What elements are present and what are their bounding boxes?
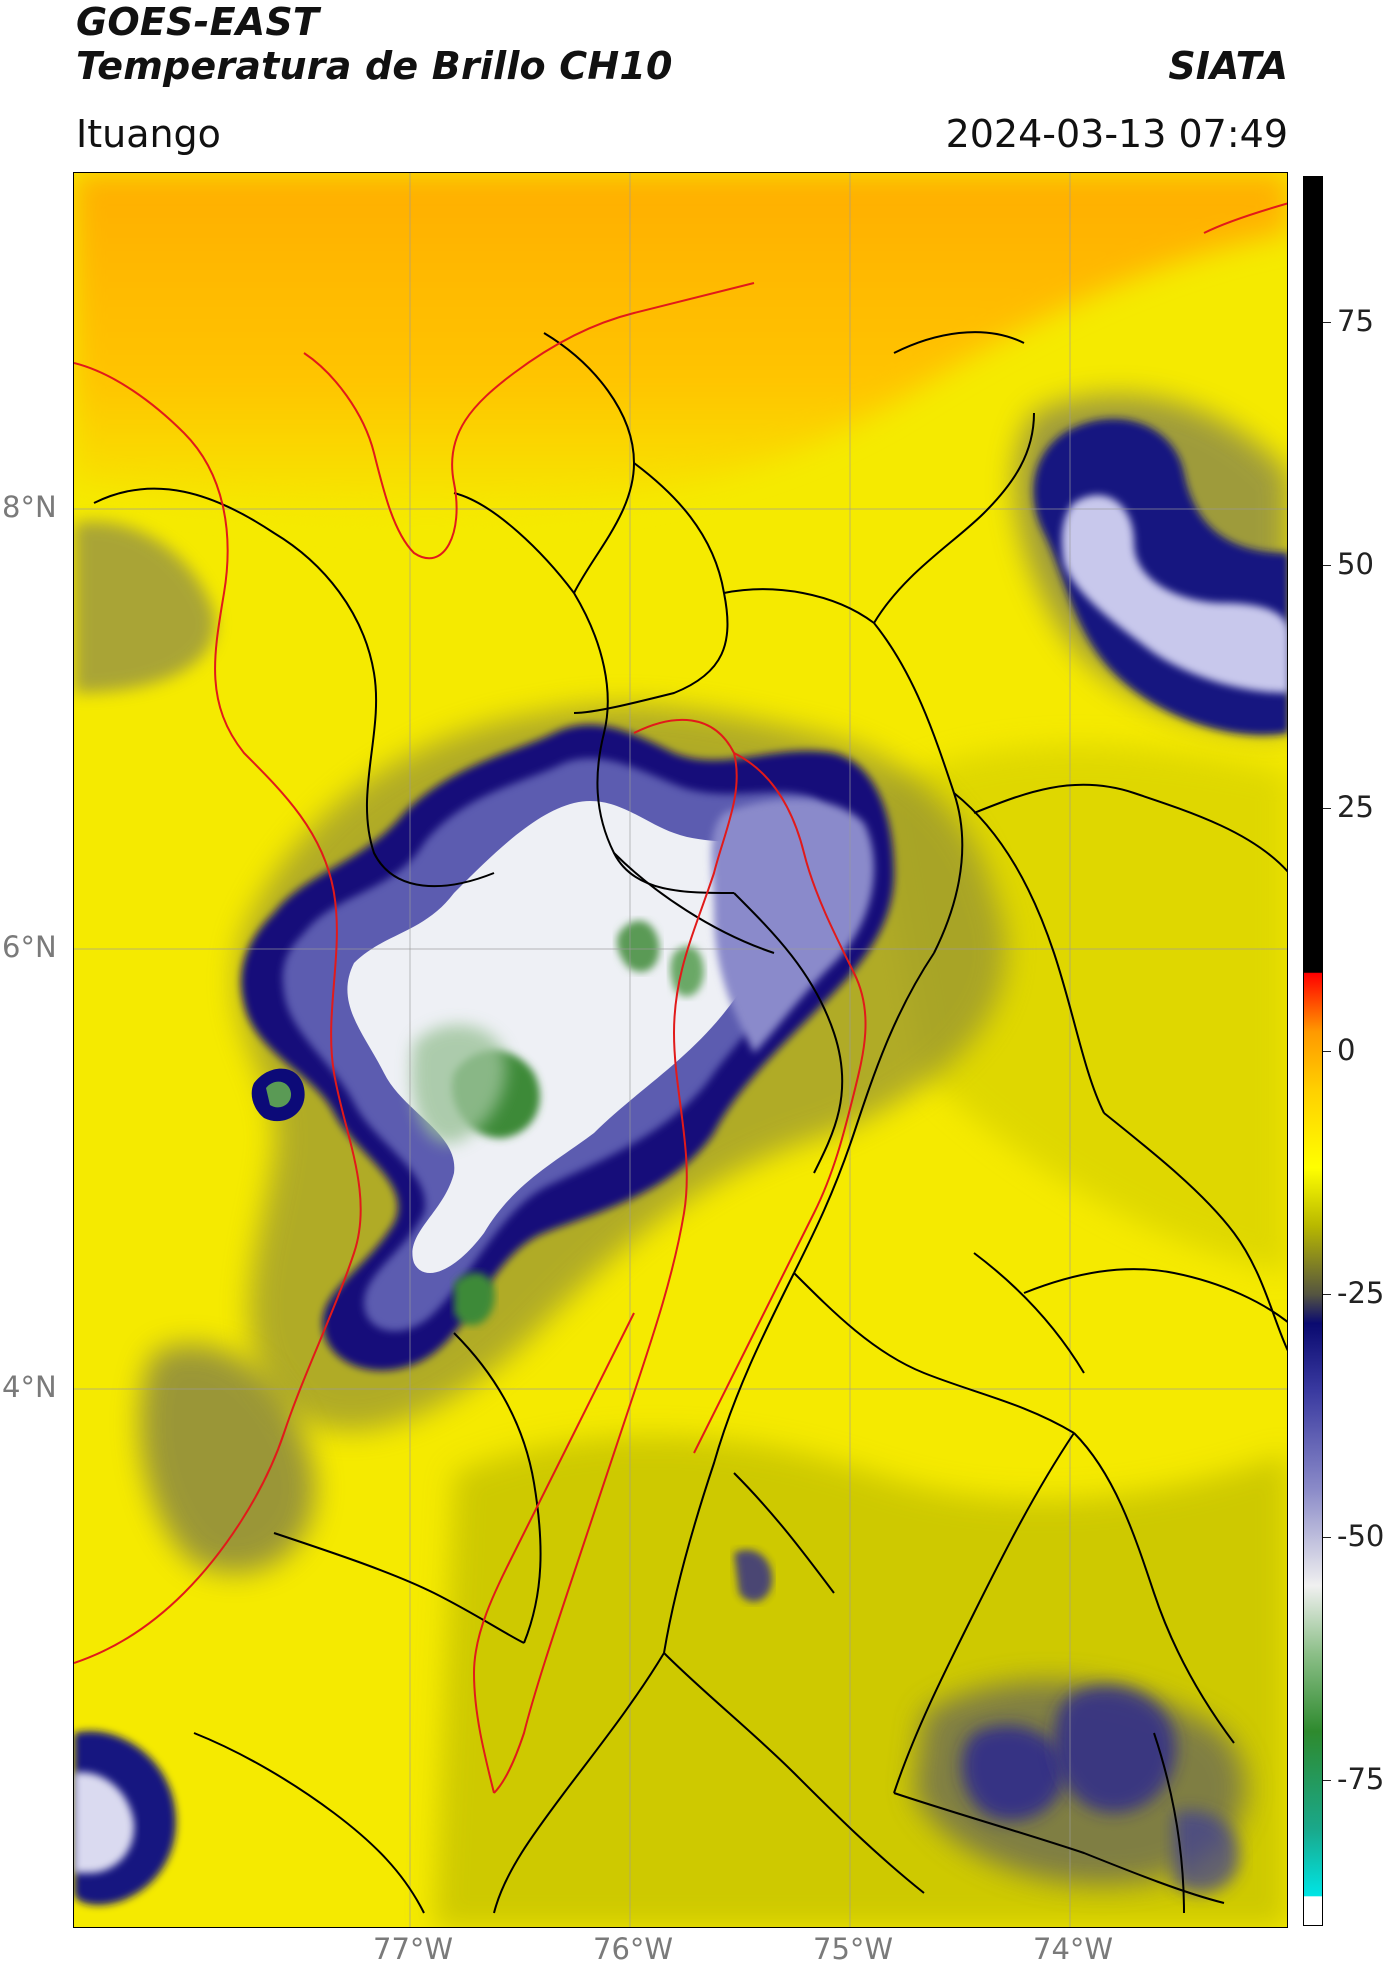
colorbar-gradient bbox=[1303, 176, 1323, 1926]
brand-label: SIATA bbox=[1168, 44, 1288, 88]
lon-label: 75°W bbox=[813, 1932, 894, 1966]
colorbar-tick-mark bbox=[1323, 1051, 1331, 1052]
colorbar-tick-label: 25 bbox=[1337, 789, 1374, 824]
colorbar-tick-label: 50 bbox=[1337, 546, 1374, 581]
north-warm-band bbox=[74, 173, 1287, 518]
colorbar-tick-mark bbox=[1323, 1780, 1331, 1782]
east-patch bbox=[734, 1549, 773, 1602]
colorbar-tick-mark bbox=[1323, 321, 1331, 323]
colorbar-frame bbox=[1303, 176, 1323, 1926]
green-core-light bbox=[411, 1024, 506, 1144]
colorbar-tick-label: -25 bbox=[1337, 1276, 1384, 1311]
lon-label: 76°W bbox=[593, 1932, 674, 1966]
datetime-label: 2024-03-13 07:49 bbox=[945, 112, 1288, 156]
lat-label: 6°N bbox=[2, 930, 57, 964]
southwest-corner-core bbox=[74, 1772, 135, 1873]
department-borders bbox=[93, 331, 1287, 1914]
colorbar-tick-label: -75 bbox=[1337, 1762, 1384, 1797]
colorbar-tick-mark bbox=[1323, 1537, 1331, 1539]
northeast-cloud-core bbox=[1062, 495, 1287, 693]
colorbar-tick-mark bbox=[1323, 1294, 1331, 1296]
green-core-north bbox=[617, 920, 660, 972]
location-label: Ituango bbox=[76, 112, 221, 156]
lon-label: 77°W bbox=[373, 1932, 454, 1966]
map-canvas bbox=[74, 173, 1287, 1927]
lat-label: 4°N bbox=[2, 1370, 57, 1404]
southeast-patch-1 bbox=[961, 1725, 1064, 1821]
highlight-borders bbox=[74, 202, 1287, 1794]
product-title-line1: GOES-EAST bbox=[76, 0, 320, 44]
colorbar-tick-mark bbox=[1323, 564, 1331, 566]
west-cloud-spot-core bbox=[266, 1081, 292, 1108]
colorbar-scale bbox=[1303, 176, 1323, 1926]
green-core-south bbox=[454, 1272, 495, 1326]
southwest-halo bbox=[139, 1344, 315, 1573]
lon-label: 74°W bbox=[1033, 1932, 1114, 1966]
southeast-patch-2 bbox=[1054, 1685, 1176, 1813]
main-cloud-core bbox=[347, 800, 781, 1273]
lat-label: 8°N bbox=[2, 490, 57, 524]
east-cloud-lobe bbox=[711, 799, 874, 1053]
west-edge-halo bbox=[74, 521, 216, 693]
satellite-map[interactable] bbox=[73, 172, 1288, 1928]
colorbar-tick-label: -50 bbox=[1337, 1519, 1384, 1554]
colorbar-tick-label: 0 bbox=[1337, 1033, 1356, 1067]
product-title-line2: Temperatura de Brillo CH10 bbox=[76, 44, 673, 88]
colorbar-tick-mark bbox=[1323, 807, 1331, 809]
southeast-patch-3 bbox=[1174, 1810, 1240, 1894]
graticule bbox=[74, 173, 1287, 1927]
colorbar-tick-label: 75 bbox=[1337, 303, 1374, 338]
